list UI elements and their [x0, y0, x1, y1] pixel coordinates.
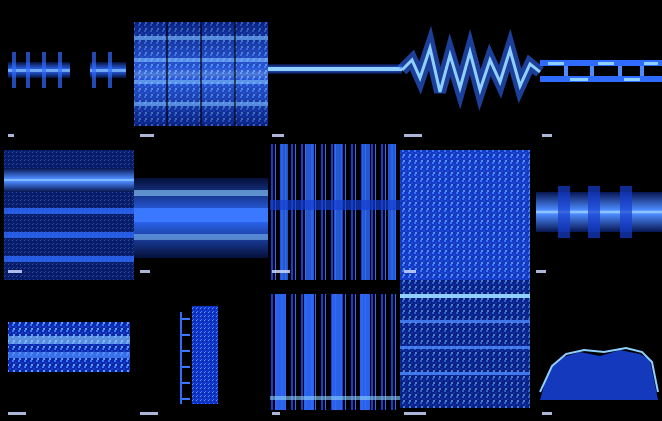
tile-r1c5 — [540, 60, 662, 82]
tile-r3c1 — [8, 322, 130, 372]
tile-r2c5 — [536, 186, 662, 238]
tile-r3c3 — [270, 294, 400, 410]
tile-r3c5 — [539, 346, 659, 400]
tile-r3c2 — [180, 306, 218, 404]
tile-r2c1 — [4, 150, 134, 280]
tile-r2c4 — [400, 150, 530, 280]
tile-r2c2 — [134, 178, 268, 258]
tile-label-marks — [8, 134, 552, 415]
tile-r3c4 — [400, 280, 530, 408]
tile-r1c2 — [134, 22, 268, 126]
tile-r1c4 — [397, 25, 544, 112]
tile-r2c3 — [270, 144, 400, 280]
tile-r1c1 — [8, 52, 126, 88]
tile-r1c3 — [268, 64, 402, 74]
